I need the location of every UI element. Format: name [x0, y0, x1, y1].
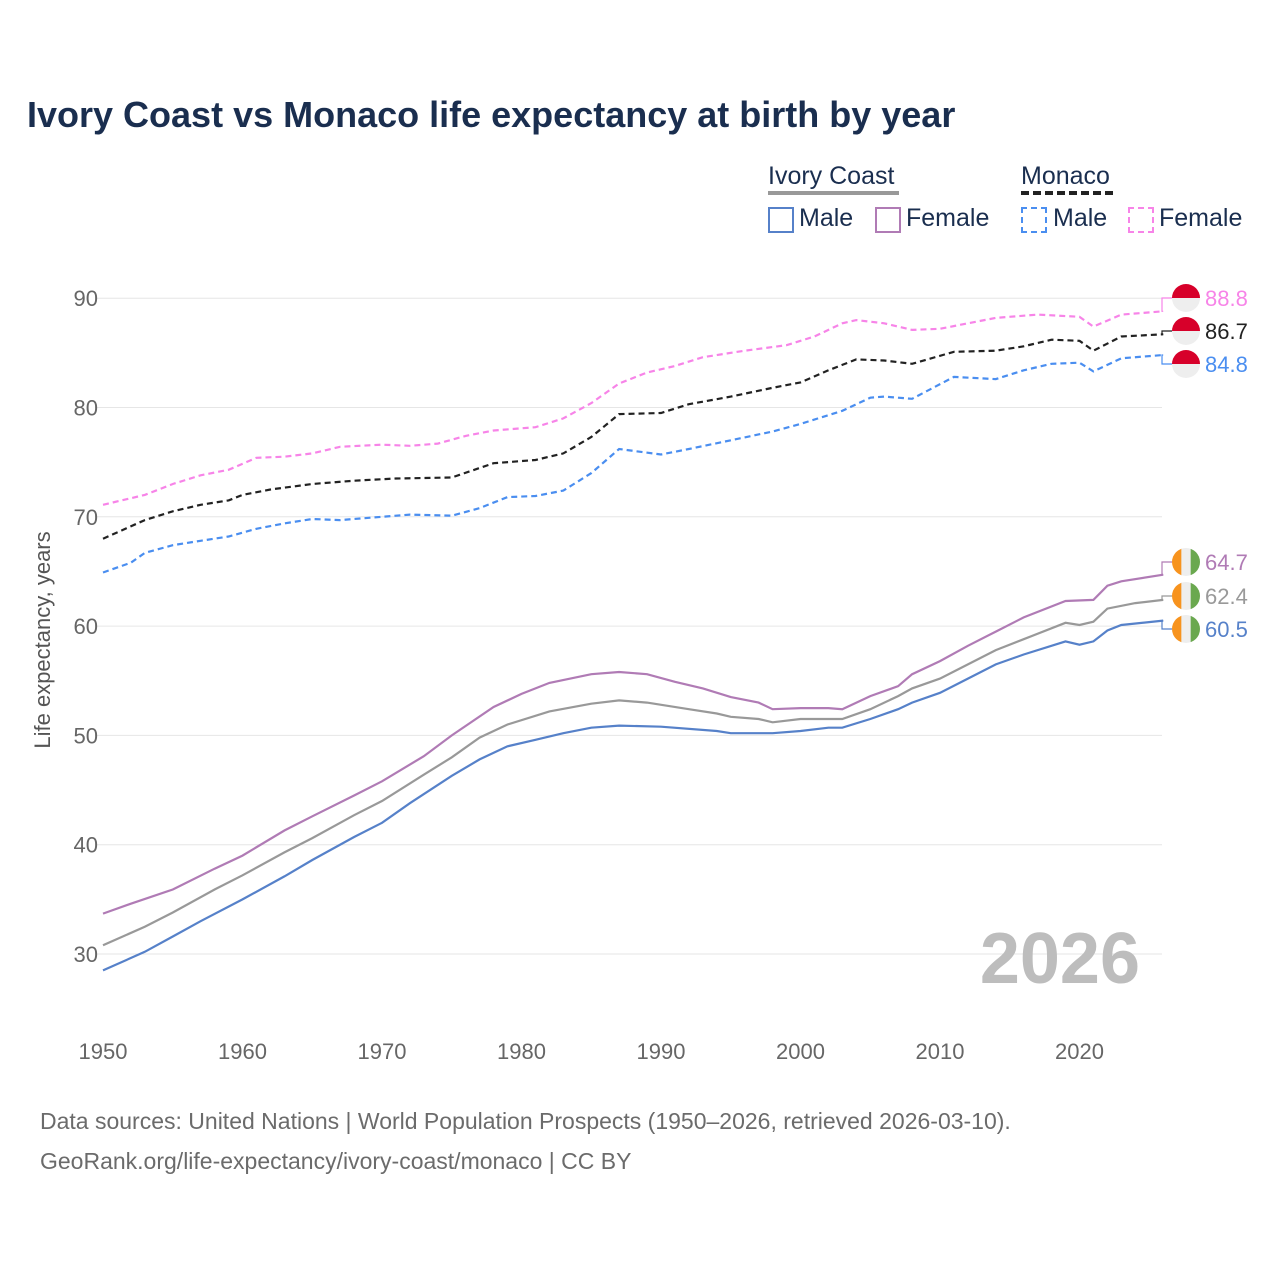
end-connector: [1161, 354, 1172, 365]
flag-stripe: [1190, 548, 1200, 576]
ivory-coast-flag-icon: [1172, 548, 1200, 576]
legend-monaco-line: [1021, 191, 1113, 195]
legend-label-monaco-male[interactable]: Male: [1053, 204, 1108, 232]
flag-stripe: [1181, 548, 1192, 576]
series-line-ivory-coast-male: [102, 619, 1164, 972]
flag-stripe: [1172, 582, 1182, 610]
end-value-label: 88.8: [1205, 286, 1248, 311]
x-tick-label: 1980: [497, 1039, 546, 1064]
end-value-label: 60.5: [1205, 617, 1248, 642]
flag-red: [1172, 317, 1200, 331]
series-line-monaco-male: [102, 353, 1164, 574]
series-line-monaco-female: [102, 310, 1164, 506]
chart-title: Ivory Coast vs Monaco life expectancy at…: [27, 94, 956, 135]
series-line-ivory-coast: [102, 598, 1164, 947]
x-tick-label: 2020: [1055, 1039, 1104, 1064]
x-tick-label: 2000: [776, 1039, 825, 1064]
end-connector: [1161, 561, 1172, 576]
end-connector: [1161, 620, 1172, 630]
monaco-flag-icon: [1172, 317, 1200, 345]
ivory-coast-flag-icon: [1172, 582, 1200, 610]
flag-stripe: [1190, 582, 1200, 610]
y-tick-label: 50: [74, 723, 98, 748]
flag-white: [1172, 298, 1200, 312]
legend-swatch-ic-male[interactable]: [768, 207, 794, 233]
flag-white: [1172, 331, 1200, 345]
flag-stripe: [1190, 615, 1200, 643]
end-connector: [1161, 595, 1172, 601]
end-connector: [1161, 330, 1172, 335]
y-tick-label: 40: [74, 833, 98, 858]
x-tick-label: 2010: [916, 1039, 965, 1064]
legend-swatch-monaco-female[interactable]: [1128, 207, 1154, 233]
end-value-label: 86.7: [1205, 319, 1248, 344]
y-tick-label: 60: [74, 614, 98, 639]
flag-stripe: [1172, 548, 1182, 576]
flag-stripe: [1172, 615, 1182, 643]
monaco-flag-icon: [1172, 350, 1200, 378]
flag-stripe: [1181, 615, 1192, 643]
x-tick-label: 1950: [79, 1039, 128, 1064]
y-axis-label: Life expectancy, years: [30, 531, 55, 748]
legend-group-monaco: Monaco: [1021, 162, 1110, 190]
legend-label-ic-female[interactable]: Female: [906, 204, 990, 232]
end-connector: [1161, 297, 1172, 312]
ivory-coast-flag-icon: [1172, 615, 1200, 643]
legend-swatch-monaco-male[interactable]: [1021, 207, 1047, 233]
legend-group-ivory-coast: Ivory Coast: [768, 162, 895, 190]
end-value-label: 84.8: [1205, 352, 1248, 377]
flag-stripe: [1181, 582, 1192, 610]
series-line-monaco: [102, 333, 1164, 540]
y-tick-label: 90: [74, 286, 98, 311]
source-line-2[interactable]: GeoRank.org/life-expectancy/ivory-coast/…: [40, 1148, 632, 1174]
flag-white: [1172, 364, 1200, 378]
legend-label-ic-male[interactable]: Male: [799, 204, 854, 232]
end-value-label: 62.4: [1205, 584, 1248, 609]
flag-red: [1172, 350, 1200, 364]
legend-ivory-coast-line: [768, 191, 899, 195]
end-value-label: 64.7: [1205, 550, 1248, 575]
legend-swatch-ic-female[interactable]: [875, 207, 901, 233]
flag-red: [1172, 284, 1200, 298]
monaco-flag-icon: [1172, 284, 1200, 312]
y-tick-label: 30: [74, 942, 98, 967]
x-tick-label: 1970: [358, 1039, 407, 1064]
x-tick-label: 1960: [218, 1039, 267, 1064]
source-line-1: Data sources: United Nations | World Pop…: [40, 1108, 1011, 1134]
x-tick-label: 1990: [637, 1039, 686, 1064]
series-line-ivory-coast-female: [102, 573, 1164, 915]
y-tick-label: 80: [74, 396, 98, 421]
y-tick-label: 70: [74, 505, 98, 530]
legend-label-monaco-female[interactable]: Female: [1159, 204, 1243, 232]
year-watermark: 2026: [980, 919, 1140, 999]
